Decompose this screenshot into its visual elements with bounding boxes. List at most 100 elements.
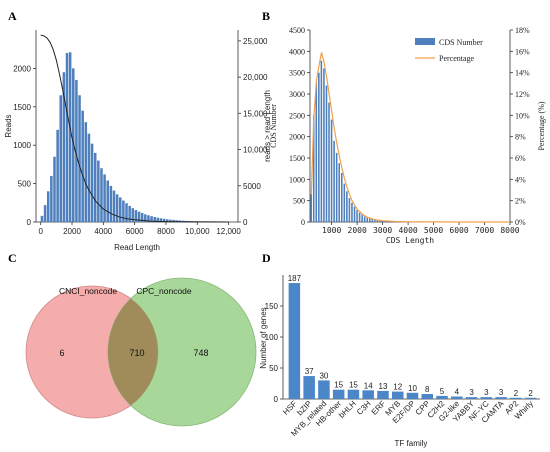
- d-category-label: HSF: [281, 399, 299, 417]
- a-xtick-label: 6000: [126, 227, 144, 236]
- a-y2tick-label: 15,000: [243, 109, 268, 118]
- a-y2tick-label: 5000: [243, 182, 261, 191]
- a-bar: [118, 197, 122, 222]
- b-bar: [346, 191, 348, 222]
- b-xtick-label: 1000: [322, 226, 341, 235]
- b-y2tick-label: 18%: [515, 26, 530, 35]
- a-bar: [68, 52, 72, 222]
- a-bar: [156, 217, 160, 222]
- a-bar: [106, 180, 109, 222]
- b-bar: [358, 212, 361, 222]
- legend-label-percentage: Percentage: [439, 54, 475, 63]
- a-bar: [131, 208, 135, 222]
- b-y2tick-label: 8%: [515, 133, 526, 142]
- d-bar: [288, 283, 301, 399]
- b-y2tick-label: 12%: [515, 90, 530, 99]
- a-ytick-label: 1000: [13, 141, 31, 150]
- b-bar: [363, 216, 366, 222]
- d-ytick-label: 0: [274, 395, 279, 404]
- b-xtick-label: 6000: [449, 226, 468, 235]
- b-bar: [351, 202, 353, 222]
- panel-a-chart: 0 2000 4000 6000 8000 10,000 12,000 0 500 1000 15…: [4, 30, 272, 252]
- b-bar: [376, 220, 379, 222]
- a-bar: [165, 219, 169, 222]
- a-ytick-label: 2000: [13, 64, 31, 73]
- d-value-label: 3: [484, 388, 489, 397]
- d-value-label: 15: [334, 381, 343, 390]
- d-ylabel: Number of genes: [259, 307, 268, 368]
- d-value-label: 3: [469, 388, 474, 397]
- a-bar: [128, 205, 131, 222]
- b-ytick-label: 3000: [289, 90, 305, 99]
- a-bar: [144, 214, 147, 222]
- a-bar: [162, 218, 166, 222]
- venn-count-left-only: 6: [59, 348, 64, 358]
- panel-label-d: D: [262, 251, 271, 265]
- d-value-label: 12: [393, 383, 402, 392]
- b-bar: [320, 60, 323, 222]
- d-ytick-label: 50: [269, 364, 278, 373]
- a-xtick-label: 10,000: [185, 227, 210, 236]
- d-bar: [406, 392, 419, 399]
- d-bar: [465, 397, 478, 399]
- venn-count-right-only: 748: [193, 348, 208, 358]
- b-bar: [330, 119, 333, 222]
- a-bar: [153, 217, 156, 222]
- a-xtick-label: 12,000: [216, 227, 241, 236]
- a-bar: [172, 219, 175, 222]
- d-bar: [303, 376, 315, 399]
- b-bar: [366, 217, 369, 222]
- b-y2tick-label: 0%: [515, 218, 526, 227]
- b-y2tick-label: 10%: [515, 111, 530, 120]
- d-bar: [451, 396, 463, 399]
- a-xtick-label: 0: [38, 227, 43, 236]
- a-bar: [56, 129, 59, 222]
- b-ytick-label: 0: [301, 218, 305, 227]
- d-bar: [421, 394, 434, 399]
- b-bar: [318, 72, 320, 223]
- b-y2tick-label: 4%: [515, 175, 526, 184]
- venn-count-intersection: 710: [129, 348, 144, 358]
- a-bar: [43, 205, 47, 222]
- b-xlabel: CDS Length: [386, 236, 434, 245]
- b-y2label: Percentage (%): [537, 101, 546, 150]
- a-bar: [93, 152, 97, 222]
- a-ylabel: Reads: [4, 114, 13, 137]
- b-bar: [381, 221, 384, 222]
- d-bar: [524, 397, 537, 399]
- a-bar: [147, 215, 150, 222]
- b-bar: [325, 85, 328, 222]
- b-xtick-label: 4000: [398, 226, 417, 235]
- panel-d-chart: 187HSF37bZIP30MYB_related15HB-other15bHL…: [259, 274, 540, 448]
- b-xtick-label: 8000: [500, 226, 519, 235]
- b-ytick-label: 1000: [289, 175, 305, 184]
- a-bar: [50, 175, 53, 222]
- legend-label-cds-number: CDS Number: [439, 38, 483, 47]
- a-y2tick-label: 25,000: [243, 37, 268, 46]
- d-value-label: 3: [499, 388, 504, 397]
- b-bar: [340, 172, 343, 222]
- a-bar: [159, 218, 163, 222]
- b-bar: [361, 214, 363, 222]
- a-bar: [175, 220, 178, 222]
- d-bar: [391, 391, 404, 399]
- b-bar: [328, 102, 330, 222]
- a-bar: [72, 68, 75, 223]
- b-bar: [379, 220, 381, 222]
- d-value-label: 30: [319, 371, 328, 380]
- b-xtick-label: 7000: [475, 226, 494, 235]
- a-bar: [178, 220, 182, 222]
- a-bar: [134, 210, 138, 222]
- d-value-label: 14: [364, 381, 373, 390]
- b-bar: [348, 198, 351, 222]
- b-ytick-label: 3500: [289, 69, 305, 78]
- venn-diagram: CNCI_noncode CPC_noncode 6 710 748: [25, 277, 257, 427]
- panel-label-b: B: [262, 9, 270, 23]
- b-ytick-label: 2000: [289, 133, 305, 142]
- a-bar: [97, 160, 100, 222]
- b-bar: [343, 183, 346, 222]
- a-bar: [53, 156, 56, 222]
- panel-label-c: C: [8, 251, 17, 265]
- a-bar: [122, 200, 125, 222]
